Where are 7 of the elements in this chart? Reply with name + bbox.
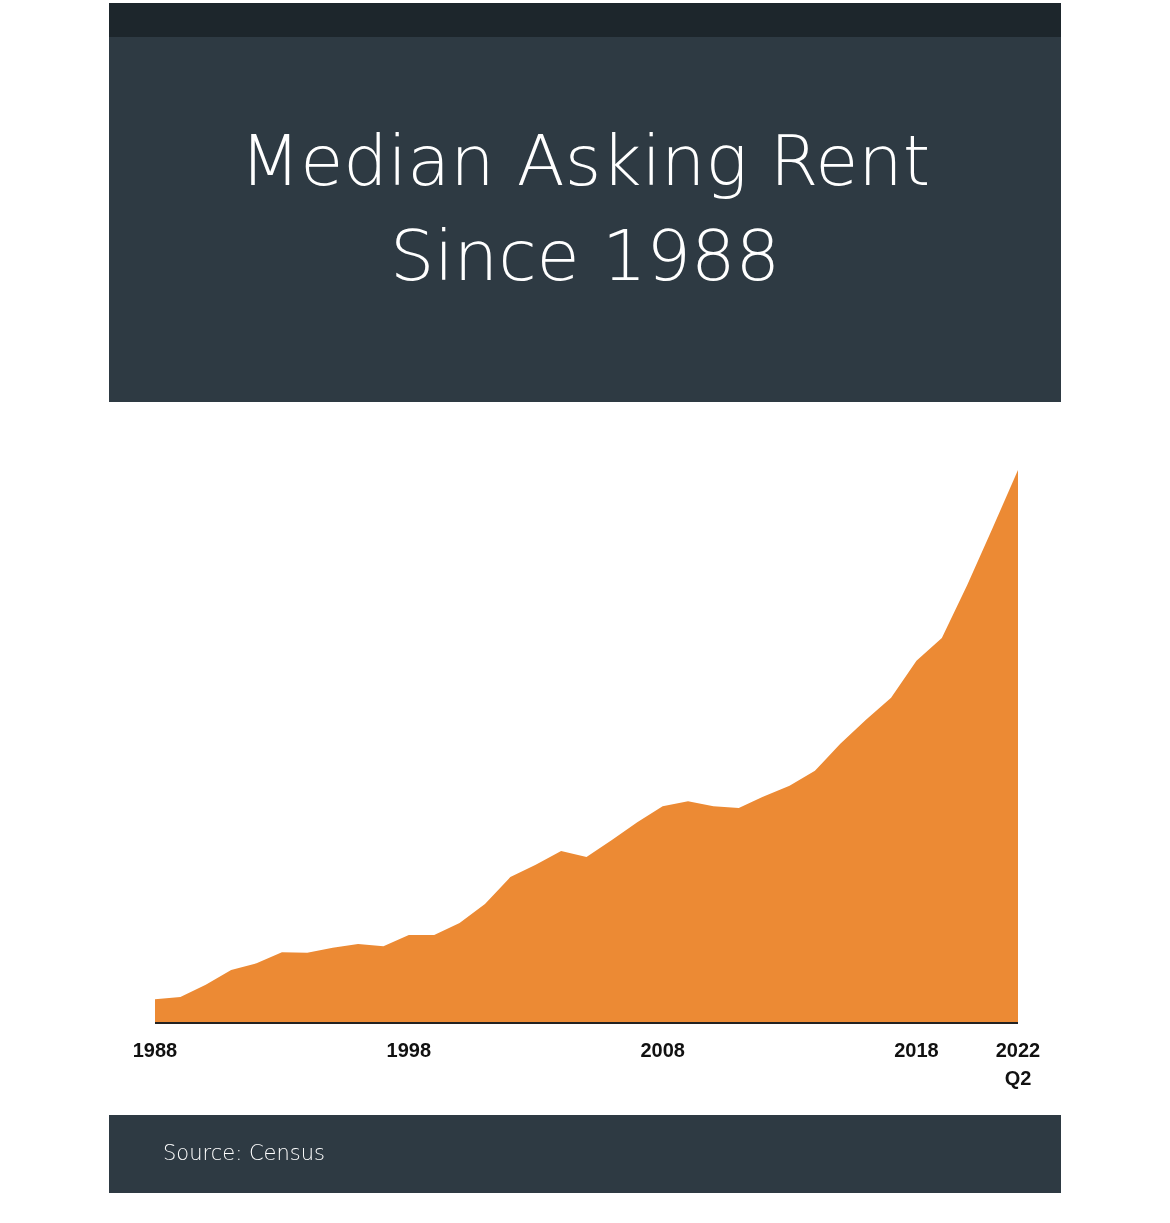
source-note: Source: Census: [163, 1141, 325, 1165]
x-tick-label: 2022 Q2: [995, 1039, 1041, 1089]
x-tick-label: 2018: [894, 1039, 939, 1061]
x-tick-label: 1998: [386, 1039, 432, 1061]
chart-title: Median Asking Rent Since 1988: [239, 120, 931, 297]
x-tick-label: 2008: [640, 1039, 685, 1061]
x-tick-label: 1988: [132, 1039, 178, 1061]
